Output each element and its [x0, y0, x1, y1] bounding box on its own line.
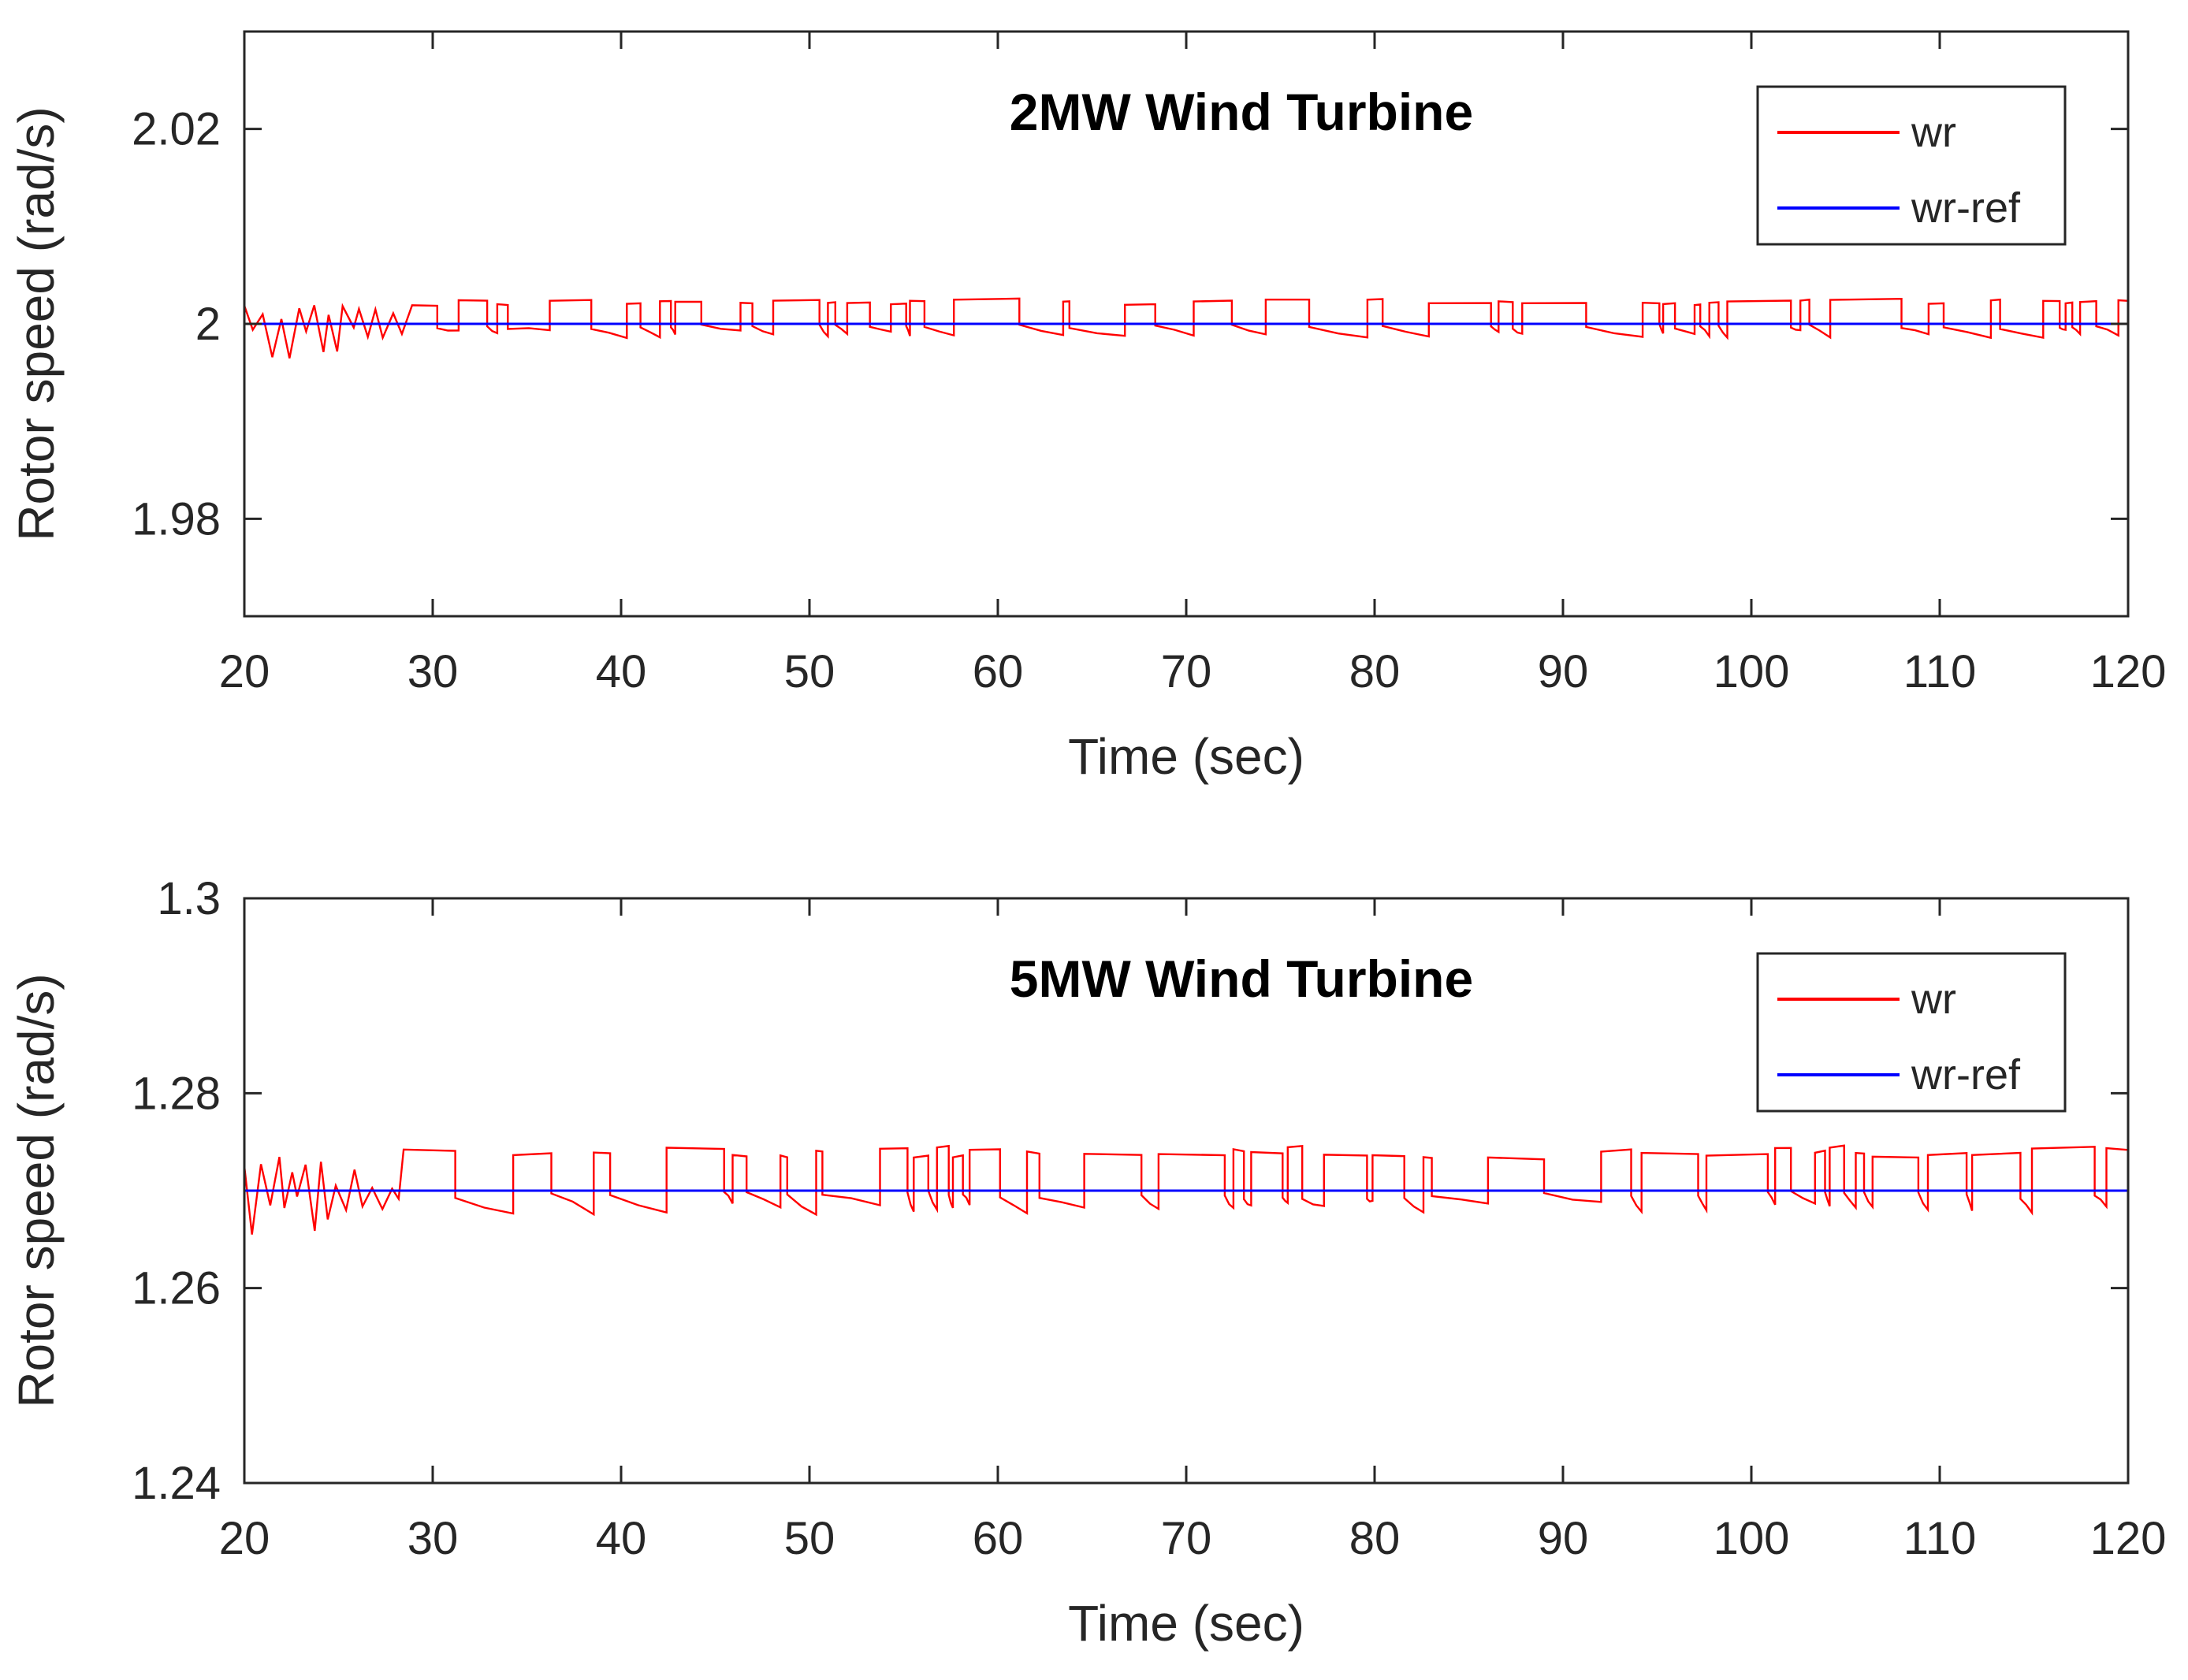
x-tick-label: 100 — [1714, 646, 1790, 697]
x-tick-label: 90 — [1538, 1513, 1589, 1564]
legend-label-wr: wr — [1911, 109, 1956, 156]
legend-label-wr-ref: wr-ref — [1911, 1051, 2021, 1098]
chart-5mw: 20 30 40 50 60 70 80 90 100 110 120 1.24 1.26 1.28 1.3… — [8, 873, 2166, 1652]
x-tick-label: 20 — [219, 646, 270, 697]
y-tick-label: 1.26 — [132, 1263, 221, 1314]
x-tick-label: 70 — [1161, 646, 1212, 697]
x-tick-label: 40 — [596, 646, 647, 697]
x-tick-label: 50 — [784, 1513, 835, 1564]
series-wr — [244, 1144, 2128, 1235]
y-tick-label: 1.24 — [132, 1458, 221, 1509]
x-tick-label: 80 — [1349, 1513, 1401, 1564]
x-tick-label: 120 — [2090, 646, 2167, 697]
y-tick-label: 1.3 — [157, 873, 221, 924]
x-tick-label: 60 — [973, 1513, 1024, 1564]
x-tick-label: 80 — [1349, 646, 1401, 697]
x-tick-label: 90 — [1538, 646, 1589, 697]
y-tick-label: 1.28 — [132, 1068, 221, 1119]
x-axis-label: Time (sec) — [1068, 728, 1304, 785]
chart-title: 2MW Wind Turbine — [1010, 83, 1473, 141]
x-tick-label: 40 — [596, 1513, 647, 1564]
y-tick-label: 1.98 — [132, 493, 221, 545]
x-tick-label: 100 — [1714, 1513, 1790, 1564]
x-tick-label: 50 — [784, 646, 835, 697]
legend-label-wr-ref: wr-ref — [1911, 184, 2021, 232]
x-tick-label: 20 — [219, 1513, 270, 1564]
x-tick-label: 110 — [1903, 1513, 1976, 1564]
x-tick-label: 70 — [1161, 1513, 1212, 1564]
y-tick-label: 2 — [195, 299, 221, 350]
legend-box — [1756, 85, 2067, 246]
y-axis-label: Rotor speed (rad/s) — [8, 973, 65, 1407]
x-tick-label: 30 — [407, 646, 459, 697]
legend-box — [1756, 952, 2067, 1113]
y-tick-label: 2.02 — [132, 104, 221, 155]
x-axis-label: Time (sec) — [1068, 1595, 1304, 1652]
y-axis-label: Rotor speed (rad/s) — [8, 106, 65, 541]
legend-label-wr: wr — [1911, 976, 1956, 1023]
chart-title: 5MW Wind Turbine — [1010, 950, 1473, 1008]
x-tick-label: 60 — [973, 646, 1024, 697]
x-tick-label: 120 — [2090, 1513, 2167, 1564]
x-tick-label: 30 — [407, 1513, 459, 1564]
chart-2mw: 20 30 40 50 60 70 80 90 100 110 120 1.98 2 2.02 Time (… — [8, 30, 2167, 785]
x-tick-label: 110 — [1903, 646, 1976, 697]
